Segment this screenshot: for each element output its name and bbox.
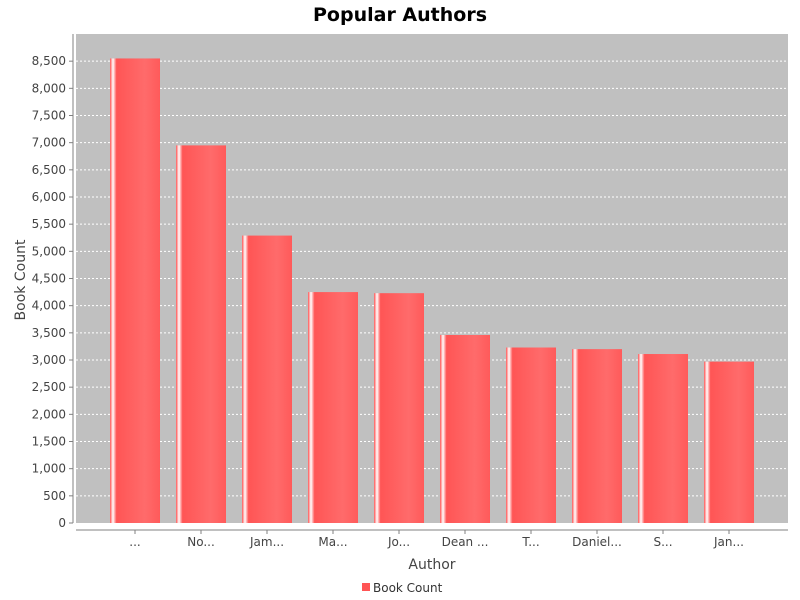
bar bbox=[638, 354, 688, 523]
y-tick-label: 4,500 bbox=[32, 272, 66, 286]
x-tick-label: Jo... bbox=[387, 535, 410, 549]
bar bbox=[308, 292, 358, 523]
y-tick-label: 3,500 bbox=[32, 326, 66, 340]
y-tick-label: 6,500 bbox=[32, 163, 66, 177]
bar bbox=[506, 347, 556, 523]
bar bbox=[704, 361, 754, 523]
y-tick-label: 7,500 bbox=[32, 109, 66, 123]
x-tick-label: Jan... bbox=[713, 535, 744, 549]
x-axis-ticks: ... No... Jam... Ma... Jo... Dean ... T... Dani… bbox=[129, 530, 744, 549]
y-tick-label: 5,500 bbox=[32, 217, 66, 231]
bar bbox=[242, 235, 292, 523]
x-tick-label: T... bbox=[521, 535, 539, 549]
legend-swatch bbox=[362, 583, 370, 591]
y-tick-label: 0 bbox=[58, 516, 66, 530]
bar bbox=[176, 145, 226, 523]
y-tick-label: 4,000 bbox=[32, 299, 66, 313]
bar bbox=[110, 58, 160, 523]
x-tick-label: ... bbox=[129, 535, 140, 549]
x-tick-label: Dean ... bbox=[442, 535, 489, 549]
y-tick-label: 1,500 bbox=[32, 435, 66, 449]
x-tick-label: No... bbox=[187, 535, 215, 549]
y-tick-label: 1,000 bbox=[32, 462, 66, 476]
y-tick-label: 5,000 bbox=[32, 244, 66, 258]
legend: Book Count bbox=[362, 581, 443, 595]
y-tick-label: 2,500 bbox=[32, 380, 66, 394]
y-tick-label: 6,000 bbox=[32, 190, 66, 204]
x-tick-label: S... bbox=[653, 535, 672, 549]
chart-title: Popular Authors bbox=[313, 4, 487, 26]
bar bbox=[440, 335, 490, 523]
y-tick-label: 2,000 bbox=[32, 407, 66, 421]
x-axis-label: Author bbox=[408, 557, 455, 573]
bar bbox=[374, 293, 424, 523]
y-axis-label: Book Count bbox=[13, 239, 29, 320]
y-axis-ticks: 0 500 1,000 1,500 2,000 2,500 3,000 3,500 4,000 4… bbox=[32, 54, 73, 530]
legend-label: Book Count bbox=[373, 581, 443, 595]
y-tick-label: 7,000 bbox=[32, 136, 66, 150]
y-tick-label: 500 bbox=[43, 489, 66, 503]
bars bbox=[110, 58, 754, 523]
x-tick-label: Jam... bbox=[249, 535, 284, 549]
y-tick-label: 8,000 bbox=[32, 81, 66, 95]
bar bbox=[572, 349, 622, 523]
x-tick-label: Ma... bbox=[318, 535, 347, 549]
y-tick-label: 3,000 bbox=[32, 353, 66, 367]
y-tick-label: 8,500 bbox=[32, 54, 66, 68]
x-tick-label: Daniel... bbox=[572, 535, 622, 549]
